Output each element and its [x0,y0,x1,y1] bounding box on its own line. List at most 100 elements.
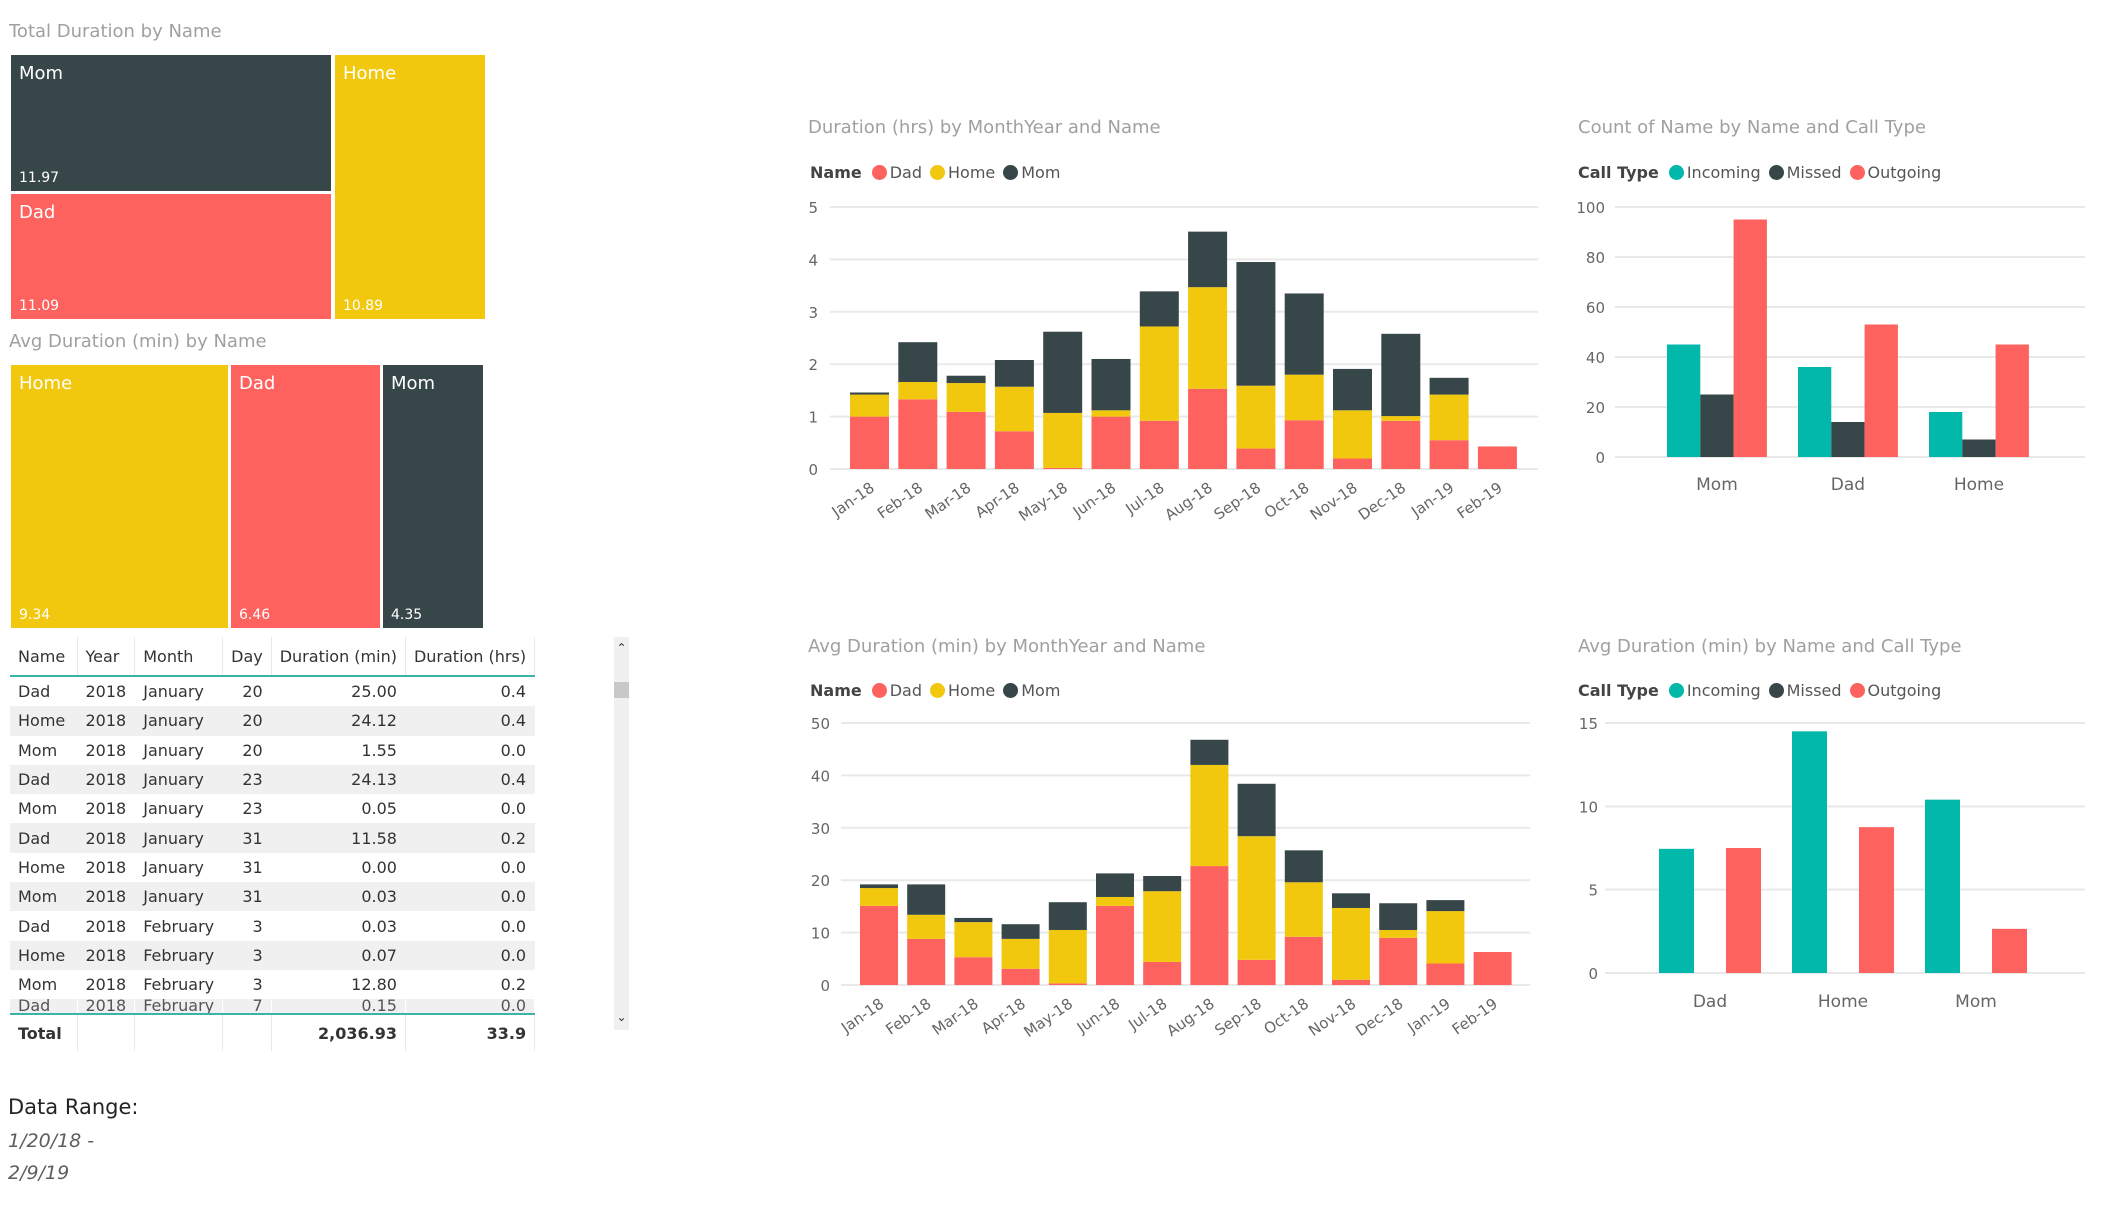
bar-dad[interactable] [860,905,898,985]
bar-home[interactable] [1284,882,1323,937]
bar-home[interactable] [1188,287,1228,389]
bar-home[interactable] [1043,412,1083,468]
bar-dad[interactable] [1143,961,1182,985]
legend-item-missed[interactable]: Missed [1768,163,1842,182]
table-row[interactable]: Mom 2018 January 20 1.55 0.0 [10,736,535,765]
legend-item-home[interactable]: Home [930,163,995,182]
bar-outgoing[interactable] [1733,219,1767,458]
bar-missed[interactable] [1700,394,1734,458]
bar-dad[interactable] [1477,446,1517,469]
treemap-avg-tile-home[interactable]: Home 9.34 [11,365,228,628]
bar-dad[interactable] [954,957,993,985]
bar-home[interactable] [1426,911,1465,964]
bar-dad[interactable] [1429,440,1469,469]
bar-home[interactable] [850,394,889,417]
bar-home[interactable] [1143,891,1182,962]
bar-mom[interactable] [1379,903,1418,930]
bar-outgoing[interactable] [1859,827,1894,973]
bar-home[interactable] [907,914,946,939]
bar-home[interactable] [1001,938,1040,969]
bar-mom[interactable] [946,375,986,384]
bar-dad[interactable] [1381,420,1421,469]
column-header-year[interactable]: Year [77,637,136,677]
legend-item-incoming[interactable]: Incoming [1668,163,1761,182]
table-row[interactable]: Mom 2018 January 23 0.05 0.0 [10,794,535,823]
bar-mom[interactable] [954,917,993,923]
bar-mom[interactable] [850,392,889,395]
bar-home[interactable] [1236,385,1276,449]
bar-home[interactable] [994,386,1034,432]
bar-home[interactable] [1096,896,1134,906]
bar-outgoing[interactable] [1864,324,1898,458]
treemap-avg-tile-mom[interactable]: Mom 4.35 [383,365,483,628]
bar-dad[interactable] [1043,467,1083,469]
bar-mom[interactable] [1190,739,1229,765]
bar-incoming[interactable] [1667,344,1701,458]
bar-dad[interactable] [1139,420,1179,469]
bar-home[interactable] [1332,907,1370,980]
bar-home[interactable] [860,888,898,906]
scrollbar-thumb[interactable] [614,682,629,698]
bar-incoming[interactable] [1798,367,1832,457]
bar-mom[interactable] [1284,850,1323,883]
bar-dad[interactable] [1188,388,1228,469]
treemap-total-tile-dad[interactable]: Dad 11.09 [11,194,331,319]
table-row[interactable]: Dad 2018 January 20 25.00 0.4 [10,676,535,706]
bar-mom[interactable] [1091,358,1131,411]
bar-mom[interactable] [1237,783,1276,837]
bar-dad[interactable] [1333,458,1372,469]
bar-dad[interactable] [946,411,986,469]
legend-item-home[interactable]: Home [930,681,995,700]
bar-dad[interactable] [907,938,946,985]
table-row[interactable]: Dad 2018 February 7 0.15 0.0 [10,999,535,1015]
bar-mom[interactable] [1143,876,1182,892]
table-row[interactable]: Home 2018 January 20 24.12 0.4 [10,706,535,736]
bar-mom[interactable] [860,884,898,889]
bar-home[interactable] [898,382,938,400]
bar-mom[interactable] [1236,262,1276,386]
bar-dad[interactable] [1236,448,1276,469]
scroll-down-arrow-icon[interactable]: ⌄ [616,1010,627,1024]
bar-dad[interactable] [1379,937,1418,985]
bar-mom[interactable] [994,360,1034,387]
bar-missed[interactable] [1831,422,1865,457]
bar-dad[interactable] [1001,968,1040,985]
bar-dad[interactable] [1426,963,1465,985]
bar-dad[interactable] [1190,866,1229,985]
bar-mom[interactable] [1333,368,1372,411]
legend-item-incoming[interactable]: Incoming [1668,681,1761,700]
bar-home[interactable] [1284,374,1324,421]
table-row[interactable]: Mom 2018 January 31 0.03 0.0 [10,882,535,912]
bar-mom[interactable] [898,342,938,383]
bar-dad[interactable] [1048,983,1087,985]
table-row[interactable]: Dad 2018 January 31 11.58 0.2 [10,823,535,853]
bar-home[interactable] [1429,394,1469,441]
table-row[interactable]: Home 2018 February 3 0.07 0.0 [10,940,535,970]
bar-incoming[interactable] [1792,731,1827,973]
treemap-avg-tile-dad[interactable]: Dad 6.46 [231,365,380,628]
bar-mom[interactable] [1429,377,1469,395]
table-row[interactable]: Home 2018 January 31 0.00 0.0 [10,853,535,882]
bar-incoming[interactable] [1925,799,1960,973]
bar-mom[interactable] [1284,293,1324,375]
column-header-duration-min[interactable]: Duration (min) [271,637,406,677]
bar-dad[interactable] [1284,936,1323,985]
bar-home[interactable] [1048,929,1087,984]
treemap-total-tile-home[interactable]: Home 10.89 [335,55,485,319]
bar-dad[interactable] [1091,416,1131,469]
legend-item-mom[interactable]: Mom [1003,681,1060,700]
bar-mom[interactable] [1426,900,1465,912]
bar-mom[interactable] [1332,893,1370,908]
legend-item-dad[interactable]: Dad [871,163,922,182]
bar-mom[interactable] [1048,902,1087,930]
bar-incoming[interactable] [1659,848,1694,973]
bar-missed[interactable] [1962,439,1996,458]
column-header-day[interactable]: Day [222,637,272,677]
bar-home[interactable] [1333,410,1372,459]
bar-mom[interactable] [1001,924,1040,939]
bar-home[interactable] [954,922,993,958]
legend-item-outgoing[interactable]: Outgoing [1849,163,1941,182]
bar-dad[interactable] [898,399,938,469]
bar-mom[interactable] [1096,873,1134,897]
bar-mom[interactable] [1043,331,1083,413]
